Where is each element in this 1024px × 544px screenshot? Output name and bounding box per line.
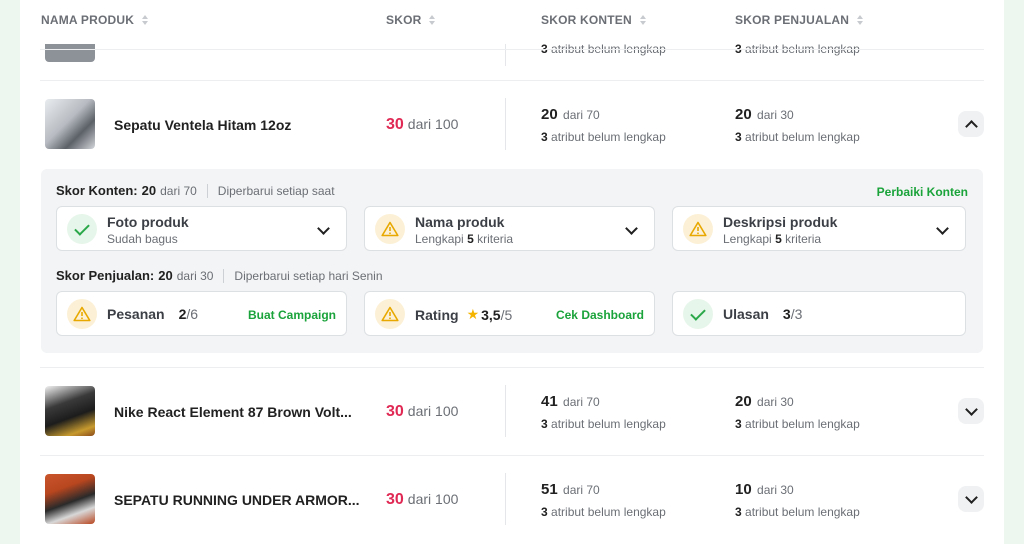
content-card-photo[interactable]: Foto produk Sudah bagus [56, 206, 347, 251]
expand-button[interactable] [958, 398, 984, 424]
product-name[interactable]: Sepatu Ventela Hitam 12oz [114, 117, 292, 133]
table-header: NAMA PRODUK SKOR SKOR KONTEN SKOR PENJUA… [20, 0, 1004, 50]
collapse-button[interactable] [958, 111, 984, 137]
table-row: Sepatu Ventela Hitam 12oz 30 dari 100 20 … [20, 81, 1004, 371]
fix-content-link[interactable]: Perbaiki Konten [876, 185, 968, 199]
chevron-down-icon [317, 222, 330, 235]
content-score: 51 dari 70 [541, 481, 600, 498]
column-header-product[interactable]: NAMA PRODUK [41, 13, 149, 27]
score-detail-panel: Skor Konten: 20 dari 70 Diperbarui setiap s… [41, 169, 983, 353]
product-thumbnail [45, 474, 95, 524]
content-score: 41 dari 70 [541, 393, 600, 410]
chevron-down-icon [964, 402, 978, 416]
sales-card-orders: Pesanan 2/6 Buat Campaign [56, 291, 347, 336]
sort-icon[interactable] [857, 15, 864, 25]
content-score-heading: Skor Konten: 20 dari 70 Diperbarui setiap s… [56, 183, 335, 198]
star-icon: ★ [466, 306, 480, 322]
product-thumbnail [45, 386, 95, 436]
sales-missing-text: 3 atribut belum lengkap [735, 130, 860, 144]
sales-missing-text: 3 atribut belum lengkap [735, 417, 860, 431]
check-icon [683, 299, 713, 329]
expand-button[interactable] [958, 486, 984, 512]
sort-icon[interactable] [429, 15, 436, 25]
create-campaign-link[interactable]: Buat Campaign [247, 308, 336, 322]
content-missing-text: 3 atribut belum lengkap [541, 130, 666, 144]
sales-card-reviews: Ulasan 3/3 [672, 291, 966, 336]
content-card-description[interactable]: Deskripsi produk Lengkapi 5 kriteria [672, 206, 966, 251]
sales-score: 10 dari 30 [735, 481, 794, 498]
warning-icon [375, 214, 405, 244]
chevron-down-icon [936, 222, 949, 235]
product-name[interactable]: Nike React Element 87 Brown Volt... [114, 404, 352, 420]
column-header-score[interactable]: SKOR [386, 13, 436, 27]
product-score: 30 dari 100 [386, 491, 459, 508]
sort-icon[interactable] [142, 15, 149, 25]
product-score-table: 3 atribut belum lengkap 3 atribut belum … [20, 0, 1004, 544]
warning-icon [67, 299, 97, 329]
product-name[interactable]: SEPATU RUNNING UNDER ARMOR... [114, 492, 360, 508]
sales-score-heading: Skor Penjualan: 20 dari 30 Diperbarui setia… [56, 268, 383, 283]
warning-icon [683, 214, 713, 244]
check-dashboard-link[interactable]: Cek Dashboard [555, 308, 644, 322]
product-thumbnail [45, 99, 95, 149]
warning-icon [375, 299, 405, 329]
column-header-sales-score[interactable]: SKOR PENJUALAN [735, 13, 864, 27]
sales-missing-text: 3 atribut belum lengkap [735, 505, 860, 519]
product-score: 30 dari 100 [386, 116, 459, 133]
table-row: SEPATU RUNNING UNDER ARMOR... 30 dari 100… [20, 456, 1004, 544]
column-header-content-score[interactable]: SKOR KONTEN [541, 13, 646, 27]
chevron-down-icon [964, 490, 978, 504]
chevron-up-icon [964, 119, 978, 133]
chevron-down-icon [625, 222, 638, 235]
content-missing-text: 3 atribut belum lengkap [541, 505, 666, 519]
sort-icon[interactable] [639, 15, 646, 25]
sales-score: 20 dari 30 [735, 393, 794, 410]
content-missing-text: 3 atribut belum lengkap [541, 417, 666, 431]
content-score: 20 dari 70 [541, 106, 600, 123]
content-card-name[interactable]: Nama produk Lengkapi 5 kriteria [364, 206, 655, 251]
sales-card-rating: Rating ★ 3,5/5 Cek Dashboard [364, 291, 655, 336]
sales-score: 20 dari 30 [735, 106, 794, 123]
product-score: 30 dari 100 [386, 403, 459, 420]
check-icon [67, 214, 97, 244]
table-row: Nike React Element 87 Brown Volt... 30 da… [20, 368, 1004, 455]
